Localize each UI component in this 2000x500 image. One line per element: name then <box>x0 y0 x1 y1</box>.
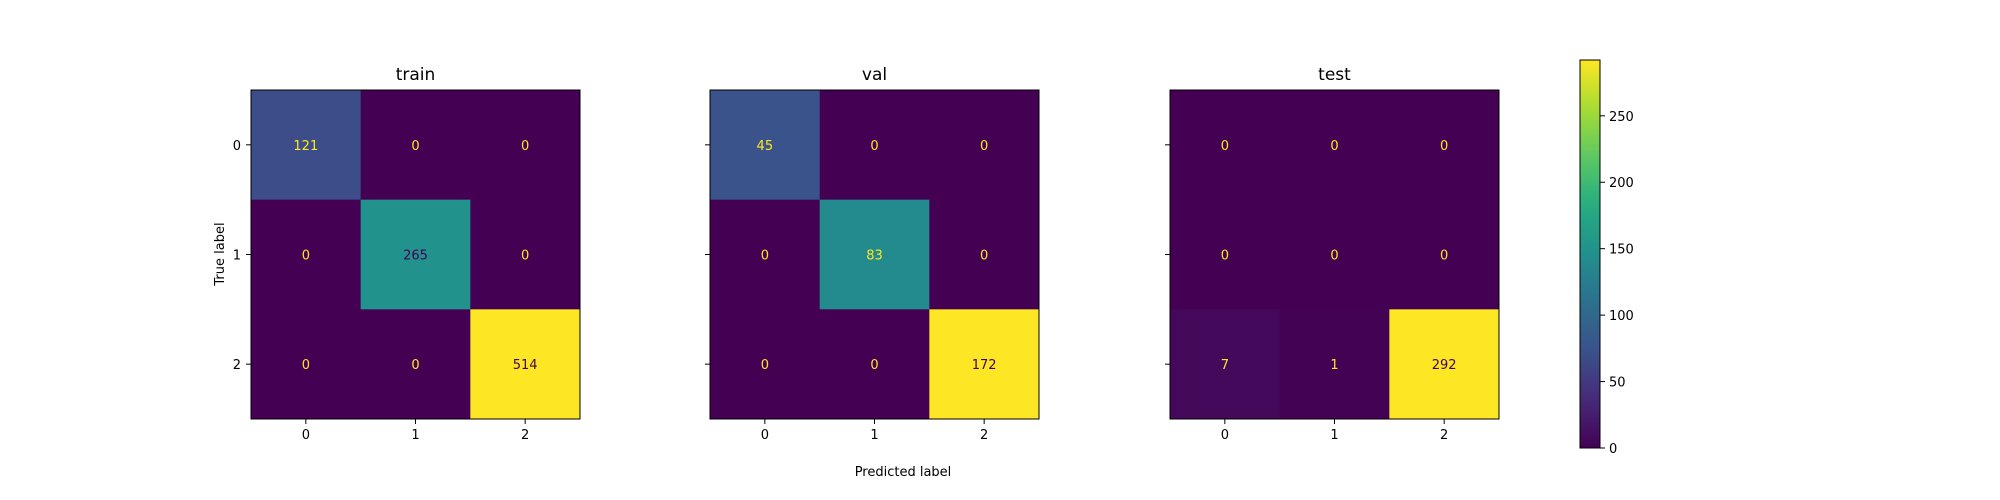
panel-test: test 0 0 0 0 0 0 7 1 292 0 1 2 <box>1165 65 1500 443</box>
y-axis-label: True label <box>213 222 228 286</box>
x-tick-label: 0 <box>302 428 310 443</box>
x-tick-label: 0 <box>1221 428 1229 443</box>
matrix-cell <box>470 309 581 420</box>
x-tick-label: 1 <box>870 428 878 443</box>
matrix-cell <box>1389 199 1500 310</box>
cell-value-label: 1 <box>1330 358 1338 373</box>
matrix-cell <box>929 90 1040 201</box>
cell-value-label: 0 <box>870 358 878 373</box>
matrix-cell <box>819 199 930 310</box>
y-tick-label: 0 <box>233 139 241 154</box>
x-axis-label: Predicted label <box>855 465 952 480</box>
matrix-cell <box>251 90 362 201</box>
cell-value-label: 0 <box>302 249 310 264</box>
colorbar-tick-label: 200 <box>1609 176 1634 191</box>
matrix-cell <box>819 90 930 201</box>
matrix-cell <box>1279 309 1390 420</box>
matrix-cell <box>360 309 471 420</box>
matrix-cell <box>710 309 821 420</box>
cell-value-label: 514 <box>513 358 538 373</box>
cell-value-label: 0 <box>761 249 769 264</box>
x-tick-label: 1 <box>411 428 419 443</box>
matrix-cell <box>1389 309 1500 420</box>
matrix-cell <box>1170 199 1281 310</box>
cell-value-label: 0 <box>521 139 529 154</box>
cell-value-label: 0 <box>1221 139 1229 154</box>
cell-value-label: 7 <box>1221 358 1229 373</box>
matrix-cell <box>710 199 821 310</box>
cell-value-label: 45 <box>757 139 774 154</box>
matrix-cell <box>360 90 471 201</box>
cell-value-label: 0 <box>1221 249 1229 264</box>
panel-train: train 121 0 0 0 265 0 0 0 514 0 1 2 0 1 2 <box>233 65 581 443</box>
cell-value-label: 172 <box>972 358 997 373</box>
cell-value-label: 0 <box>1330 249 1338 264</box>
x-tick-label: 1 <box>1330 428 1338 443</box>
panel-val: val 45 0 0 0 83 0 0 0 172 0 1 2 <box>705 65 1040 443</box>
y-tick-label: 2 <box>233 358 241 373</box>
cell-value-label: 265 <box>403 249 428 264</box>
cell-value-label: 0 <box>302 358 310 373</box>
cell-value-label: 0 <box>1440 139 1448 154</box>
colorbar-tick-label: 50 <box>1609 376 1626 391</box>
matrix-cell <box>1170 309 1281 420</box>
cell-value-label: 0 <box>521 249 529 264</box>
matrix-cell <box>819 309 930 420</box>
cell-value-label: 0 <box>1440 249 1448 264</box>
x-tick-label: 2 <box>1440 428 1448 443</box>
colorbar-tick-label: 100 <box>1609 309 1634 324</box>
cell-value-label: 83 <box>866 249 883 264</box>
x-tick-label: 0 <box>761 428 769 443</box>
cell-value-label: 292 <box>1432 358 1457 373</box>
y-tick-label: 1 <box>233 249 241 264</box>
colorbar-frame <box>1579 59 1601 449</box>
matrix-cell <box>1279 199 1390 310</box>
cell-value-label: 0 <box>870 139 878 154</box>
panel-title: train <box>396 65 436 85</box>
matrix-cell <box>470 199 581 310</box>
panel-title: test <box>1318 65 1351 85</box>
panel-title: val <box>862 65 887 85</box>
cell-value-label: 0 <box>411 139 419 154</box>
matrix-cell <box>1389 90 1500 201</box>
matrix-cell <box>1279 90 1390 201</box>
cell-value-label: 0 <box>411 358 419 373</box>
cell-value-label: 0 <box>980 249 988 264</box>
colorbar-gradient <box>1580 60 1600 448</box>
matrix-cell <box>470 90 581 201</box>
matrix-cell <box>710 90 821 201</box>
colorbar-tick-label: 250 <box>1609 110 1634 125</box>
colorbar-tick-label: 150 <box>1609 243 1634 258</box>
matrix-cell <box>360 199 471 310</box>
matrix-cell <box>929 199 1040 310</box>
cell-value-label: 0 <box>761 358 769 373</box>
x-tick-label: 2 <box>980 428 988 443</box>
x-tick-label: 2 <box>521 428 529 443</box>
colorbar-tick-label: 0 <box>1609 442 1617 457</box>
matrix-cell <box>929 309 1040 420</box>
colorbar: 0 50 100 150 200 250 <box>1579 59 1634 457</box>
cell-value-label: 0 <box>980 139 988 154</box>
matrix-cell <box>251 199 362 310</box>
cell-value-label: 121 <box>293 139 318 154</box>
cell-value-label: 0 <box>1330 139 1338 154</box>
matrix-cell <box>251 309 362 420</box>
matrix-cell <box>1170 90 1281 201</box>
